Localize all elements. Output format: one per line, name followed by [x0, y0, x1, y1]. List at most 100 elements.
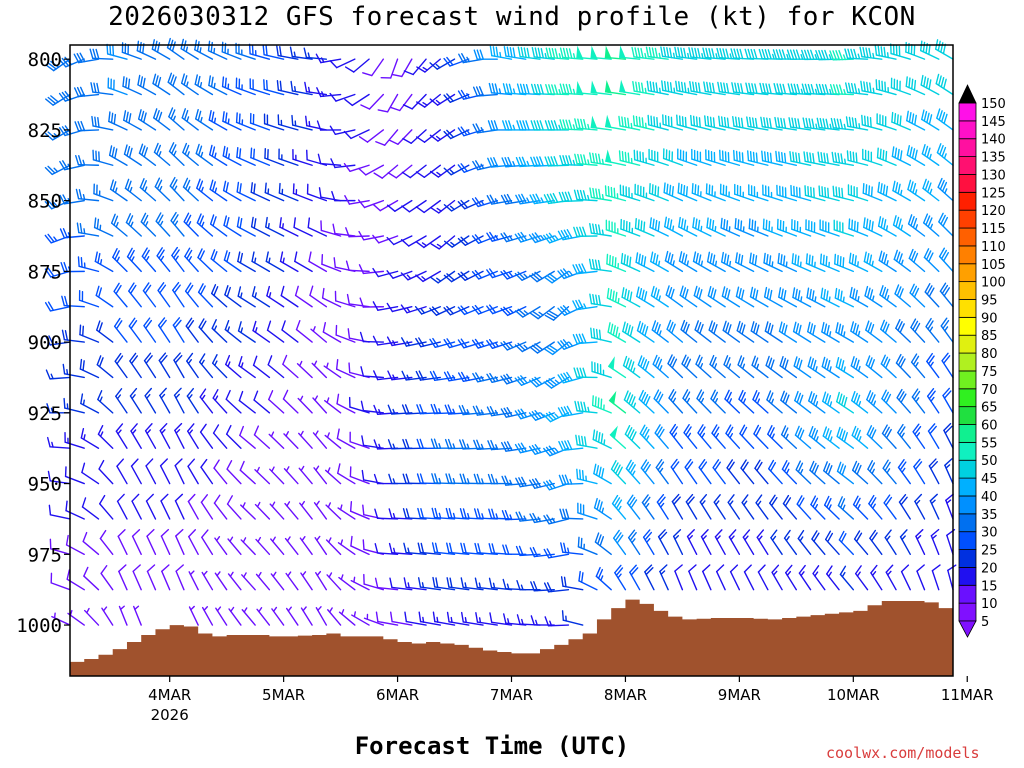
wind-barb [589, 187, 612, 202]
colorbar-swatch [958, 227, 977, 247]
wind-barb [268, 431, 285, 449]
wind-barb [749, 252, 769, 273]
wind-barb [943, 422, 954, 449]
wind-barb [573, 367, 598, 379]
wind-barb [608, 390, 627, 414]
wind-barb [514, 408, 541, 420]
wind-barb [604, 80, 627, 96]
wind-barb [574, 400, 598, 414]
wind-barb [778, 321, 798, 343]
wind-barb [604, 185, 627, 202]
wind-barb [321, 254, 342, 273]
wind-barb [515, 476, 541, 488]
wind-barb [172, 281, 185, 308]
wind-barb [763, 252, 783, 273]
wind-barb [848, 218, 869, 237]
wind-barb [79, 358, 100, 379]
x-tick-label: 8MAR [604, 686, 647, 704]
wind-barb [635, 252, 655, 273]
colorbar-min-arrow [958, 620, 977, 638]
wind-barb [745, 82, 769, 96]
wind-barb [898, 494, 911, 520]
wind-barb [947, 564, 957, 591]
wind-barb [166, 37, 185, 60]
wind-barb [648, 183, 669, 202]
wind-barb [808, 391, 826, 414]
wind-barb [647, 114, 669, 131]
wind-barb [715, 564, 726, 591]
wind-barb [572, 333, 598, 345]
wind-barb [333, 257, 356, 273]
wind-barb [739, 424, 755, 449]
x-tick-label: 10MAR [827, 686, 880, 704]
wind-barb [194, 74, 214, 96]
wind-barb [712, 459, 726, 485]
wind-barb [235, 112, 256, 131]
wind-barb [486, 268, 513, 279]
wind-barb [619, 184, 641, 202]
wind-barb [681, 354, 698, 379]
wind-barb [175, 564, 185, 591]
wind-barb [837, 496, 855, 520]
wind-barb [113, 317, 128, 343]
wind-barb [677, 182, 698, 202]
wind-barb [693, 285, 712, 308]
wind-barb [96, 320, 114, 343]
wind-barbs [44, 37, 957, 627]
wind-barb [558, 440, 584, 452]
wind-barb [160, 528, 171, 556]
wind-barb [702, 47, 726, 60]
wind-barb [655, 459, 669, 485]
wind-barb [892, 180, 911, 202]
wind-barb [249, 78, 271, 96]
wind-barb [640, 459, 655, 485]
wind-barb [831, 151, 855, 166]
wind-barb [236, 181, 256, 202]
wind-barb [593, 463, 612, 485]
wind-barb [861, 114, 883, 131]
wind-barb [574, 118, 598, 131]
wind-barb [325, 537, 342, 556]
wind-barb [502, 83, 527, 96]
wind-barb [403, 58, 427, 76]
wind-barb [895, 319, 911, 343]
wind-barb [895, 353, 911, 379]
wind-barb [207, 40, 228, 60]
wind-barb [780, 425, 798, 449]
wind-barb [294, 285, 313, 308]
wind-barb [61, 329, 85, 343]
wind-barb [400, 304, 427, 314]
wind-barb [320, 220, 342, 237]
wind-barb [870, 564, 883, 591]
wind-barb [915, 528, 926, 556]
wind-barb [544, 616, 570, 627]
y-axis: 800 825 850 875 900 925 950 975 1000 [16, 49, 70, 637]
wind-barb [859, 46, 883, 60]
wind-barb [157, 317, 171, 343]
wind-barb [729, 564, 741, 591]
wind-barb [836, 426, 855, 449]
wind-barb [337, 463, 356, 485]
wind-barb [254, 466, 271, 485]
wind-barb [431, 507, 456, 520]
wind-barb [880, 354, 897, 379]
wind-barb [460, 542, 484, 556]
wind-barb [345, 227, 370, 238]
wind-barb [146, 528, 157, 556]
wind-barb [906, 110, 926, 131]
wind-barb [90, 82, 114, 96]
wind-barb [337, 504, 356, 520]
wind-barb [559, 83, 584, 96]
wind-barb [706, 217, 726, 237]
wind-barb [590, 327, 612, 343]
wind-barb [96, 355, 114, 379]
colorbar-swatch [958, 120, 977, 140]
wind-barb [429, 58, 456, 70]
wind-barb [116, 458, 128, 485]
wind-barb [894, 284, 911, 308]
wind-barb [679, 285, 698, 308]
wind-barb [349, 466, 370, 485]
wind-barb [765, 355, 783, 379]
wind-barb [829, 49, 855, 61]
wind-barb [168, 142, 185, 166]
